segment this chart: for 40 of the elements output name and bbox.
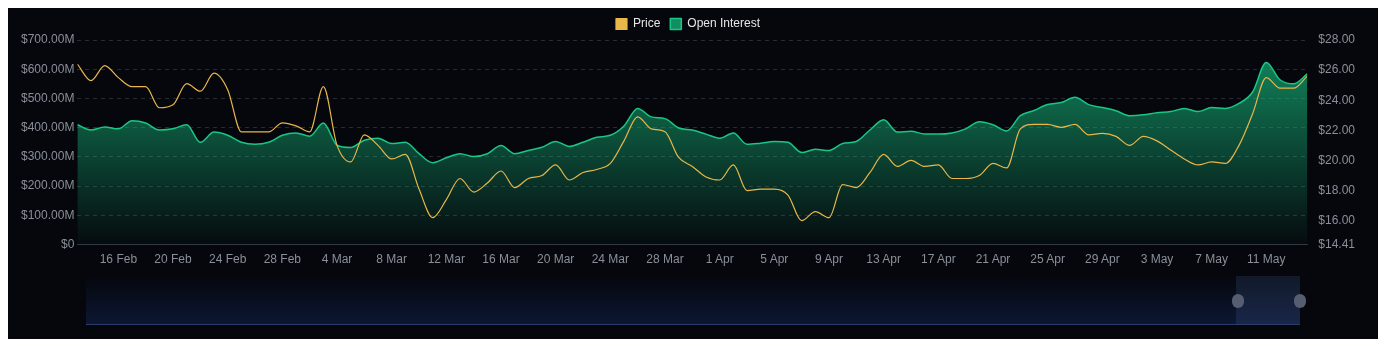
x-tick-label: 12 Mar	[427, 252, 466, 267]
x-tick-label: 28 Feb	[263, 252, 302, 267]
x-tick-label: 20 Feb	[154, 252, 193, 267]
x-tick-label: 25 Apr	[1030, 252, 1065, 267]
x-tick-label: 3 May	[1140, 252, 1174, 267]
y-tick-label: $400.00M	[21, 120, 75, 134]
y-tick-label: $0	[61, 236, 75, 251]
y2-tick-label: $16.00	[1318, 212, 1356, 227]
x-tick-label: 1 Apr	[705, 252, 734, 267]
x-tick-label: 21 Apr	[975, 252, 1011, 267]
x-tick-label: 24 Mar	[591, 252, 630, 267]
x-tick-label: 7 May	[1195, 252, 1228, 267]
legend-label: Open Interest	[687, 16, 761, 31]
x-tick-label: 20 Mar	[537, 252, 575, 267]
y2-tick-label: $22.00	[1318, 122, 1356, 137]
x-tick-label: 11 May	[1247, 252, 1286, 267]
x-tick-label: 24 Feb	[209, 252, 247, 267]
x-tick-label: 8 Mar	[376, 252, 408, 267]
y-tick-label: $500.00M	[21, 90, 75, 105]
x-tick-label: 28 Mar	[646, 252, 684, 267]
y2-tick-label: $20.00	[1318, 152, 1356, 167]
x-tick-label: 13 Apr	[866, 252, 902, 267]
y-tick-label: $300.00M	[21, 149, 75, 164]
y2-tick-label: $24.00	[1318, 92, 1356, 107]
y-tick-label: $100.00M	[21, 207, 75, 222]
x-tick-label: 5 Apr	[760, 252, 789, 267]
x-tick-label: 29 Apr	[1084, 252, 1120, 267]
legend-label: Price	[632, 16, 661, 31]
y2-tick-label: $18.00	[1318, 182, 1356, 197]
y2-tick-label: $28.00	[1318, 32, 1356, 47]
y2-tick-label: $14.41	[1318, 236, 1356, 251]
x-tick-label: 16 Mar	[482, 252, 520, 267]
y-tick-label: $600.00M	[21, 61, 75, 76]
x-tick-label: 4 Mar	[321, 252, 353, 267]
x-tick-label: 9 Apr	[814, 252, 844, 267]
y2-tick-label: $26.00	[1318, 62, 1356, 77]
x-tick-label: 16 Feb	[99, 252, 138, 267]
y-tick-label: $700.00M	[21, 32, 75, 47]
y-tick-label: $200.00M	[21, 178, 75, 193]
x-tick-label: 17 Apr	[920, 252, 956, 267]
